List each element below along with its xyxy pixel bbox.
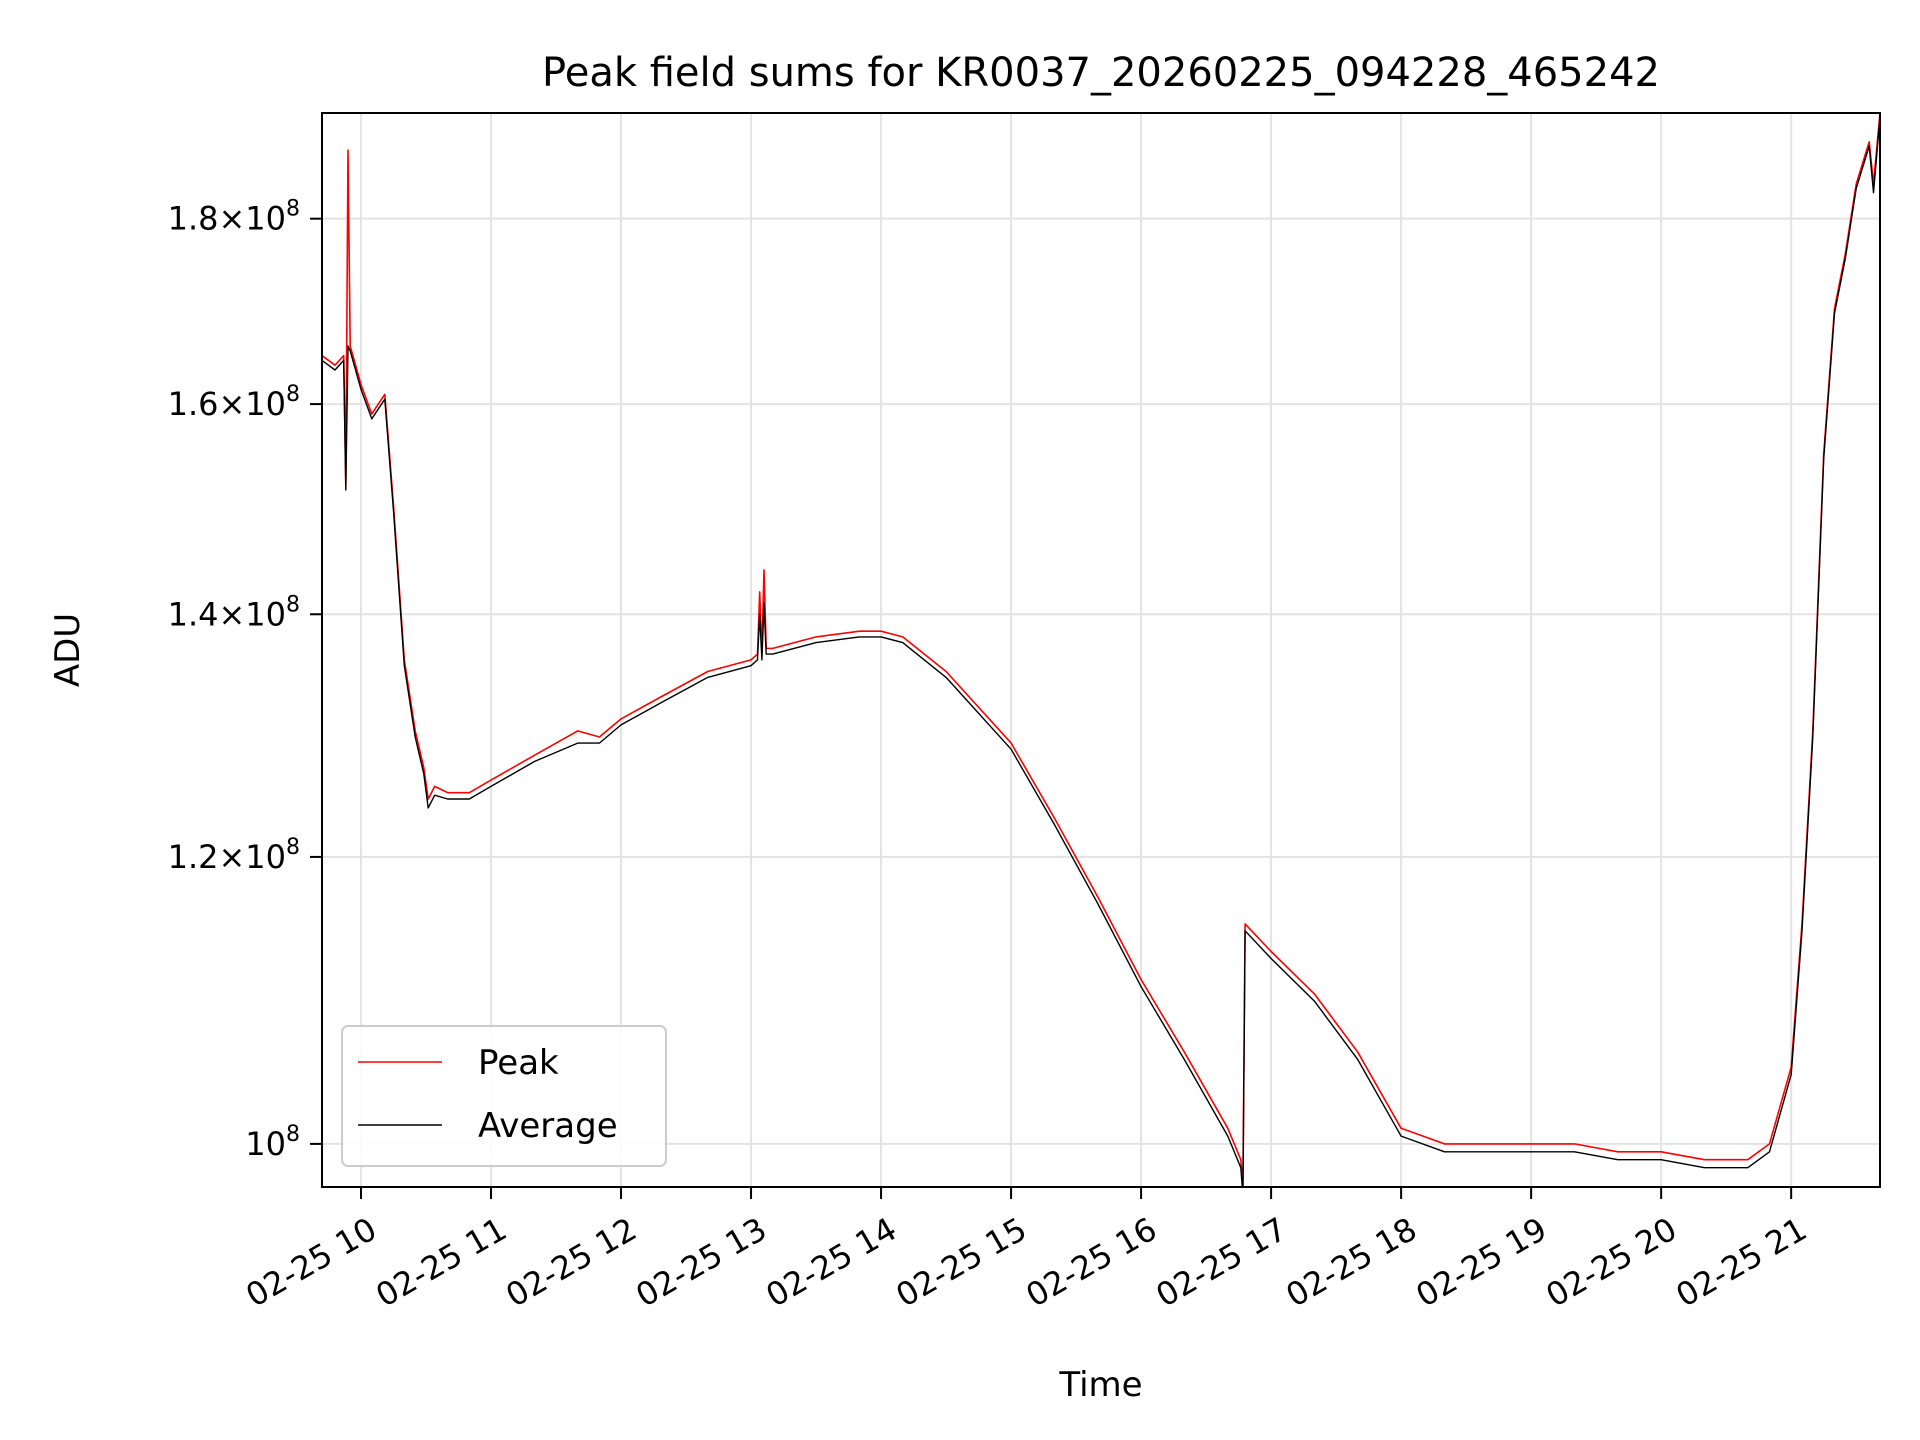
y-tick-label: 1.8×108 [168, 197, 300, 238]
y-tick-label-exponent: 8 [286, 835, 300, 860]
y-tick-label-base: 10 [245, 1125, 286, 1163]
chart-title: Peak field sums for KR0037_20260225_0942… [542, 50, 1660, 96]
y-tick-label: 108 [245, 1122, 300, 1163]
y-tick-label-base: 1.2×10 [168, 838, 286, 876]
legend-label-peak: Peak [478, 1043, 559, 1083]
plot-frame [321, 112, 1881, 1188]
y-tick-label: 1.4×108 [168, 592, 300, 633]
x-axis-label: Time [1058, 1365, 1142, 1405]
y-tick-label-exponent: 8 [286, 592, 300, 617]
series-layer [322, 113, 1880, 1187]
y-tick-label-exponent: 8 [286, 382, 300, 407]
legend-label-average: Average [478, 1106, 618, 1146]
y-axis-label: ADU [48, 613, 88, 687]
y-tick-label-base: 1.6×10 [168, 385, 286, 423]
series-line-peak [322, 113, 1880, 1187]
grid [322, 113, 1880, 1187]
y-tick-label-exponent: 8 [286, 197, 300, 222]
y-tick-label-base: 1.4×10 [168, 595, 286, 633]
y-tick-label: 1.2×108 [168, 835, 300, 876]
y-tick-label-base: 1.8×10 [168, 200, 286, 238]
y-tick-label-exponent: 8 [286, 1122, 300, 1147]
legend-box [341, 1025, 667, 1167]
legend: Peak Average [341, 1025, 667, 1167]
series-line-average [322, 117, 1880, 1187]
y-tick-label: 1.6×108 [168, 382, 300, 423]
